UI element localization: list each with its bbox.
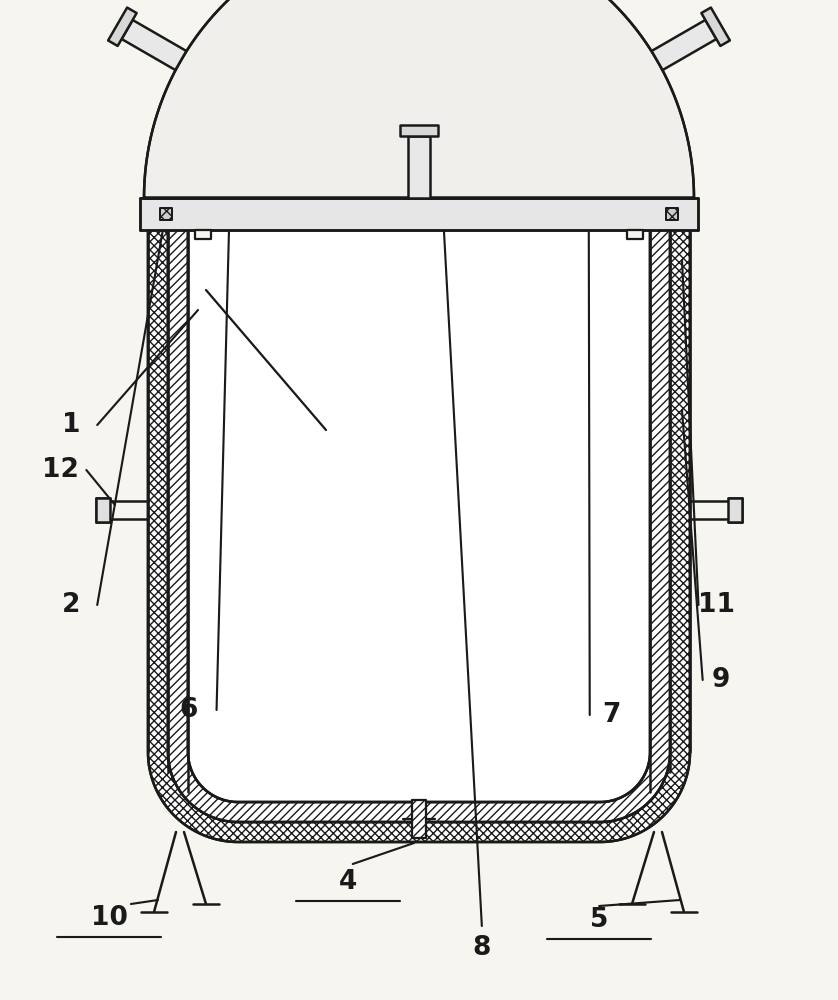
Text: 11: 11 [698,592,735,618]
Polygon shape [148,230,690,842]
Polygon shape [108,8,137,46]
Polygon shape [412,800,426,838]
Polygon shape [728,498,742,522]
Polygon shape [701,8,730,46]
Polygon shape [408,136,430,198]
Text: 10: 10 [91,905,127,931]
Text: 5: 5 [590,907,608,933]
Polygon shape [140,198,698,230]
Text: 12: 12 [42,457,79,483]
Polygon shape [627,230,643,239]
Text: 8: 8 [473,935,491,961]
Polygon shape [122,20,186,70]
Text: 4: 4 [339,869,357,895]
Text: 1: 1 [62,412,80,438]
Polygon shape [188,230,650,802]
Text: 2: 2 [62,592,80,618]
Polygon shape [160,208,172,220]
Polygon shape [652,20,716,70]
Polygon shape [666,208,678,220]
Text: 6: 6 [179,697,198,723]
Polygon shape [400,125,438,136]
Polygon shape [168,230,670,822]
Text: 9: 9 [711,667,730,693]
Polygon shape [195,230,211,239]
Text: 7: 7 [603,702,621,728]
Polygon shape [144,0,694,198]
Polygon shape [96,498,110,522]
